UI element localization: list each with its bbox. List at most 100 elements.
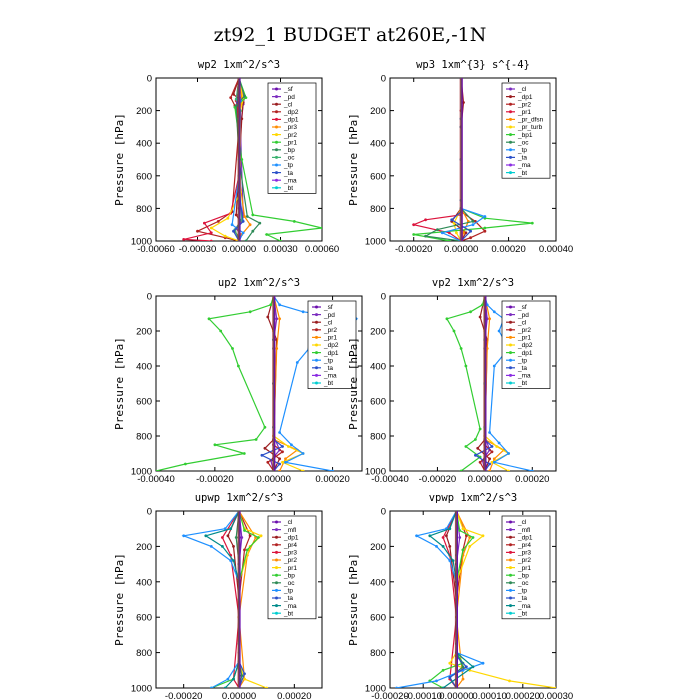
series-point-pr2 bbox=[490, 450, 494, 454]
legend-label: _oc bbox=[517, 580, 529, 587]
series-line-pr2 bbox=[455, 511, 471, 688]
panel-title: wp2 1xm^2/s^3 bbox=[198, 59, 280, 71]
legend-label: _pr1 bbox=[323, 335, 337, 342]
series-point-pd bbox=[485, 317, 489, 321]
series-point-dp1 bbox=[209, 231, 213, 235]
panel-title: vpwp 1xm^2/s^3 bbox=[429, 492, 518, 504]
series-point-dp2 bbox=[301, 469, 305, 471]
legend-label: _pr2 bbox=[517, 327, 531, 334]
panel-1: wp2 1xm^2/s^3 Pressure [hPa] 0 200 400 600 800… bbox=[113, 59, 339, 255]
series-point-tp bbox=[230, 223, 234, 227]
legend-marker bbox=[509, 148, 512, 152]
legend-marker bbox=[275, 95, 278, 99]
series-point-pr1 bbox=[275, 347, 279, 350]
series-point-tp bbox=[488, 431, 491, 434]
legend-marker bbox=[509, 343, 512, 347]
y-tick-label: 200 bbox=[370, 542, 386, 553]
y-axis-label: Pressure [hPa] bbox=[113, 337, 126, 430]
legend-label: _tp bbox=[517, 357, 527, 364]
y-tick-label: 400 bbox=[370, 139, 386, 150]
series-point-tp bbox=[278, 303, 281, 307]
series-point-dp1 bbox=[462, 101, 465, 104]
x-tick-label: 0.00060 bbox=[305, 244, 339, 255]
series-point-pr4 bbox=[465, 534, 468, 538]
legend-marker bbox=[275, 588, 278, 592]
series-point-tp bbox=[481, 661, 485, 665]
x-tick-label: 0.00040 bbox=[539, 244, 573, 255]
legend-marker bbox=[275, 163, 278, 167]
legend-label: _bp bbox=[517, 572, 529, 579]
legend-label: _ma bbox=[517, 373, 531, 380]
legend: _cl_mfl_dp1_pr4_pr3_pr2_pr1_bp_oc_tp_ta_… bbox=[501, 515, 551, 620]
legend-marker bbox=[509, 125, 512, 129]
series-point-cl bbox=[278, 457, 281, 461]
x-tick-label: 0.00020 bbox=[506, 691, 540, 700]
series-point-tp bbox=[209, 686, 213, 688]
series-point-cl bbox=[240, 117, 244, 121]
series-point-tp bbox=[295, 361, 299, 364]
series-point-tp bbox=[290, 443, 293, 447]
series-point-bp bbox=[245, 215, 249, 218]
series-point-dp1 bbox=[156, 469, 158, 471]
y-tick-label: 0 bbox=[147, 507, 152, 518]
legend-label: _mfl bbox=[283, 527, 297, 534]
series-point-pr1 bbox=[279, 239, 282, 241]
legend-label: _pr3 bbox=[283, 550, 297, 557]
legend-marker bbox=[275, 133, 278, 137]
legend-label: _pd bbox=[283, 94, 295, 101]
series-point-dp1 bbox=[231, 347, 234, 350]
legend-marker bbox=[509, 110, 512, 114]
legend-marker bbox=[275, 520, 278, 524]
series-point-dp1 bbox=[209, 239, 213, 241]
plot-frame bbox=[155, 295, 363, 472]
legend-label: _pr2 bbox=[517, 557, 531, 564]
series-point-dp1 bbox=[226, 534, 230, 538]
y-tick-label: 600 bbox=[370, 613, 386, 624]
series-point-tp bbox=[507, 452, 510, 455]
series-point-oc bbox=[234, 97, 238, 101]
series-point-ma bbox=[448, 527, 452, 531]
series-point-pr1 bbox=[251, 213, 255, 217]
x-tick-label: -0.00020 bbox=[395, 244, 433, 255]
legend-label: _dp2 bbox=[517, 342, 533, 349]
y-tick-label: 600 bbox=[370, 171, 386, 182]
legend-marker bbox=[275, 528, 278, 532]
panel-4: vp2 1xm^2/s^3 Pressure [hPa] 0 200 400 600 800… bbox=[347, 277, 557, 485]
legend-label: _dp1 bbox=[517, 350, 533, 357]
series-point-dp2 bbox=[196, 229, 199, 233]
series-point-cl bbox=[266, 315, 270, 319]
legend-marker bbox=[315, 320, 318, 324]
series-point-ma bbox=[204, 534, 208, 538]
series-point-pr1 bbox=[278, 469, 281, 471]
legend-label: _cl bbox=[323, 319, 333, 326]
series-point-pr1 bbox=[488, 469, 491, 471]
panel-title: vp2 1xm^2/s^3 bbox=[432, 277, 514, 289]
legend-marker bbox=[275, 186, 278, 190]
figure-title: zt92_1 BUDGET at260E,-1N bbox=[214, 24, 487, 46]
y-tick-label: 400 bbox=[370, 577, 386, 588]
legend-label: _bt bbox=[283, 610, 293, 617]
legend-marker bbox=[509, 543, 512, 547]
legend: _sf_pd_cl_pr2_pr1_dp2_dp1_tp_ta_ma_bt bbox=[307, 300, 357, 389]
series-point-pr3 bbox=[221, 536, 224, 539]
x-tick-label: -0.00020 bbox=[419, 474, 457, 485]
series-point-bp bbox=[244, 239, 248, 241]
series-point-dp1 bbox=[182, 238, 186, 241]
legend-label: _cl bbox=[517, 86, 527, 93]
series-point-tp bbox=[485, 303, 489, 307]
series-point-tp bbox=[284, 460, 287, 464]
series-point-tp bbox=[483, 215, 487, 218]
legend-marker bbox=[509, 328, 512, 332]
series-point-ta bbox=[243, 672, 246, 676]
legend-label: _pr3 bbox=[517, 550, 531, 557]
series-point-mfl bbox=[240, 536, 244, 539]
series-point-oc bbox=[471, 220, 475, 223]
series-point-pr4 bbox=[248, 534, 252, 538]
x-tick-label: -0.00020 bbox=[165, 691, 203, 700]
legend-label: _ma bbox=[283, 177, 297, 184]
legend-label: _pr1 bbox=[517, 565, 531, 572]
series-point-bp bbox=[458, 529, 462, 532]
series-point-pr1 bbox=[240, 158, 244, 161]
series-point-tp bbox=[229, 559, 233, 562]
series-point-pr2 bbox=[483, 229, 487, 233]
